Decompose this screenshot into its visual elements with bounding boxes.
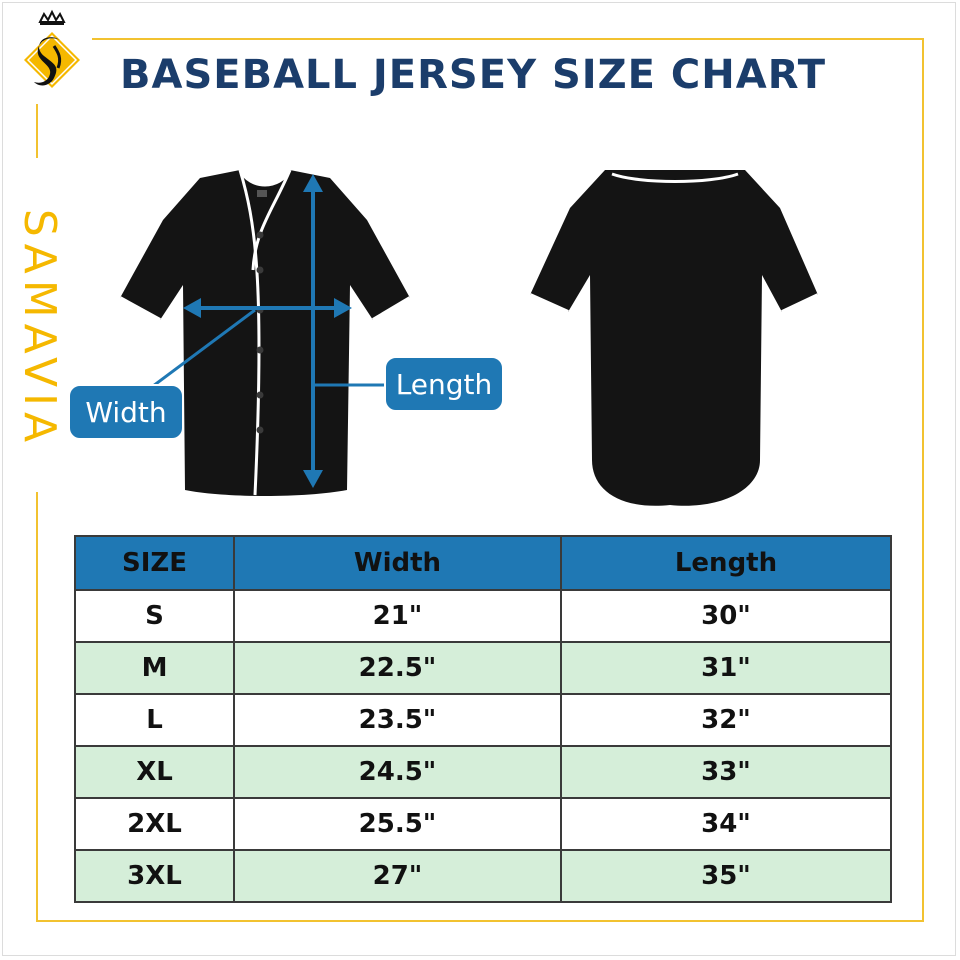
size-cell: L — [74, 693, 235, 747]
table-row: M 22.5" 31" — [74, 641, 892, 695]
size-cell: S — [74, 589, 235, 643]
brand-wordmark: SAMAVIA — [14, 208, 66, 448]
table-row: 2XL 25.5" 34" — [74, 797, 892, 851]
frame-top-line — [92, 38, 924, 40]
frame-left-line-lower — [36, 492, 38, 922]
size-cell: 3XL — [74, 849, 235, 903]
size-cell: 2XL — [74, 797, 235, 851]
width-cell: 27" — [233, 849, 562, 903]
size-cell: XL — [74, 745, 235, 799]
table-row: S 21" 30" — [74, 589, 892, 643]
length-cell: 35" — [560, 849, 892, 903]
header-length: Length — [560, 535, 892, 591]
table-header-row: SIZE Width Length — [74, 535, 892, 591]
width-cell: 22.5" — [233, 641, 562, 695]
length-cell: 32" — [560, 693, 892, 747]
jersey-front-illustration — [119, 169, 412, 496]
width-cell: 21" — [233, 589, 562, 643]
length-cell: 31" — [560, 641, 892, 695]
frame-left-line-upper — [36, 104, 38, 158]
length-callout: Length — [384, 356, 504, 412]
samavia-logo-icon — [24, 9, 80, 88]
length-cell: 30" — [560, 589, 892, 643]
length-cell: 33" — [560, 745, 892, 799]
length-cell: 34" — [560, 797, 892, 851]
table-row: XL 24.5" 33" — [74, 745, 892, 799]
header-width: Width — [233, 535, 562, 591]
size-chart-table: SIZE Width Length S 21" 30" M 22.5" 31" … — [74, 535, 892, 903]
frame-right-line — [922, 38, 924, 922]
header-size: SIZE — [74, 535, 235, 591]
width-cell: 23.5" — [233, 693, 562, 747]
table-row: 3XL 27" 35" — [74, 849, 892, 903]
width-cell: 25.5" — [233, 797, 562, 851]
frame-bottom-line — [36, 920, 924, 922]
size-cell: M — [74, 641, 235, 695]
page-title: BASEBALL JERSEY SIZE CHART — [120, 52, 826, 98]
width-callout: Width — [68, 384, 184, 440]
table-row: L 23.5" 32" — [74, 693, 892, 747]
width-cell: 24.5" — [233, 745, 562, 799]
jersey-back-illustration — [529, 170, 819, 506]
